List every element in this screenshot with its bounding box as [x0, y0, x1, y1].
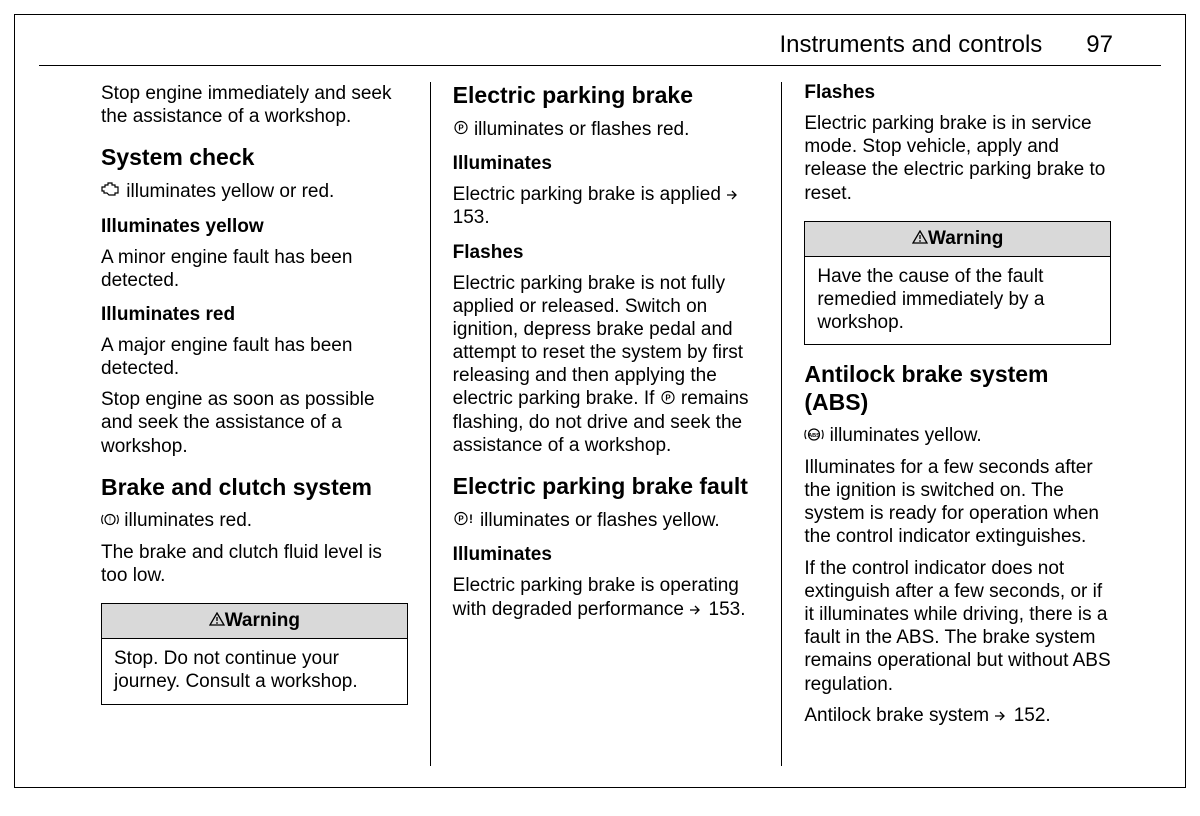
heading-epb-fault-illuminates: Illuminates	[453, 544, 760, 566]
warning-body: Have the cause of the fault remedied imm…	[805, 257, 1110, 345]
warning-triangle-icon	[912, 228, 928, 250]
page-header: Instruments and controls 97	[39, 31, 1161, 66]
parking-brake-p-exclaim-icon: P!	[453, 509, 475, 532]
warning-box-header: Warning	[102, 604, 407, 639]
brake-icon: !	[101, 510, 119, 533]
epb-text: illuminates or flashes red.	[469, 119, 690, 140]
heading-electric-parking-brake: Electric parking brake	[453, 82, 760, 110]
brake-clutch-text: illuminates red.	[119, 510, 252, 531]
column-2: Electric parking brake P illuminates or …	[431, 82, 783, 766]
heading-illuminates-red: Illuminates red	[101, 304, 408, 326]
reference-arrow-icon	[689, 599, 703, 622]
svg-text:!: !	[109, 515, 111, 524]
warning-box-brake: Warning Stop. Do not continue your journ…	[101, 603, 408, 704]
abs-text: illuminates yellow.	[824, 425, 981, 446]
heading-brake-clutch: Brake and clutch system	[101, 474, 408, 502]
svg-text:P: P	[458, 515, 464, 524]
svg-text:P: P	[665, 393, 671, 402]
heading-epb-fault: Electric parking brake fault	[453, 473, 760, 501]
epb-ref: 153.	[453, 207, 490, 228]
heading-flashes-col3: Flashes	[804, 82, 1111, 104]
heading-abs: Antilock brake system (ABS)	[804, 361, 1111, 416]
paragraph-abs-ready: Illuminates for a few seconds after the …	[804, 456, 1111, 549]
page-frame: Instruments and controls 97 Stop engine …	[14, 14, 1186, 788]
reference-arrow-icon	[994, 705, 1008, 728]
chapter-title: Instruments and controls	[780, 31, 1043, 59]
paragraph-minor-fault: A minor engine fault has been detected.	[101, 246, 408, 292]
paragraph-abs-ref: Antilock brake system 152.	[804, 704, 1111, 727]
abs-ref-text: Antilock brake system	[804, 705, 994, 726]
system-check-text: illuminates yellow or red.	[121, 181, 334, 202]
abs-icon: ABS	[804, 425, 824, 448]
epb-degraded-ref: 153.	[709, 599, 746, 620]
warning-title: Warning	[928, 228, 1003, 249]
parking-brake-p-icon: P	[453, 118, 469, 141]
epb-fault-status: P! illuminates or flashes yellow.	[453, 509, 760, 533]
column-3: Flashes Electric parking brake is in ser…	[782, 82, 1161, 766]
warning-box-header: Warning	[805, 222, 1110, 257]
epb-fault-text: illuminates or flashes yellow.	[475, 510, 720, 531]
svg-text:!: !	[469, 512, 473, 526]
epb-applied-text: Electric parking brake is applied	[453, 184, 727, 205]
content-columns: Stop engine immediately and seek the ass…	[39, 82, 1161, 766]
svg-text:ABS: ABS	[809, 433, 821, 439]
system-check-status: illuminates yellow or red.	[101, 180, 408, 204]
warning-triangle-icon	[209, 610, 225, 632]
paragraph-epb-flashes: Electric parking brake is not fully appl…	[453, 272, 760, 458]
warning-title: Warning	[225, 610, 300, 631]
parking-brake-p-icon: P	[660, 388, 676, 411]
paragraph-service-mode: Electric parking brake is in service mod…	[804, 112, 1111, 205]
abs-status: ABS illuminates yellow.	[804, 424, 1111, 448]
heading-illuminates-yellow: Illuminates yellow	[101, 216, 408, 238]
reference-arrow-icon	[726, 184, 740, 207]
column-1: Stop engine immediately and seek the ass…	[39, 82, 431, 766]
paragraph-epb-degraded: Electric parking brake is operating with…	[453, 574, 760, 620]
paragraph-abs-fault: If the control indicator does not exting…	[804, 557, 1111, 696]
heading-epb-flashes: Flashes	[453, 242, 760, 264]
intro-paragraph: Stop engine immediately and seek the ass…	[101, 82, 408, 128]
paragraph-epb-applied: Electric parking brake is applied 153.	[453, 183, 760, 229]
heading-epb-illuminates: Illuminates	[453, 153, 760, 175]
paragraph-major-fault: A major engine fault has been detected.	[101, 334, 408, 380]
svg-text:P: P	[458, 123, 464, 132]
epb-status: P illuminates or flashes red.	[453, 118, 760, 142]
paragraph-stop-engine: Stop engine as soon as possible and seek…	[101, 388, 408, 458]
brake-clutch-status: ! illuminates red.	[101, 509, 408, 533]
abs-ref-num: 152.	[1014, 705, 1051, 726]
warning-body: Stop. Do not continue your journey. Cons…	[102, 639, 407, 703]
engine-icon	[101, 180, 121, 203]
heading-system-check: System check	[101, 144, 408, 172]
paragraph-fluid-low: The brake and clutch fluid level is too …	[101, 541, 408, 587]
page-number: 97	[1086, 31, 1113, 59]
warning-box-epb: Warning Have the cause of the fault reme…	[804, 221, 1111, 346]
